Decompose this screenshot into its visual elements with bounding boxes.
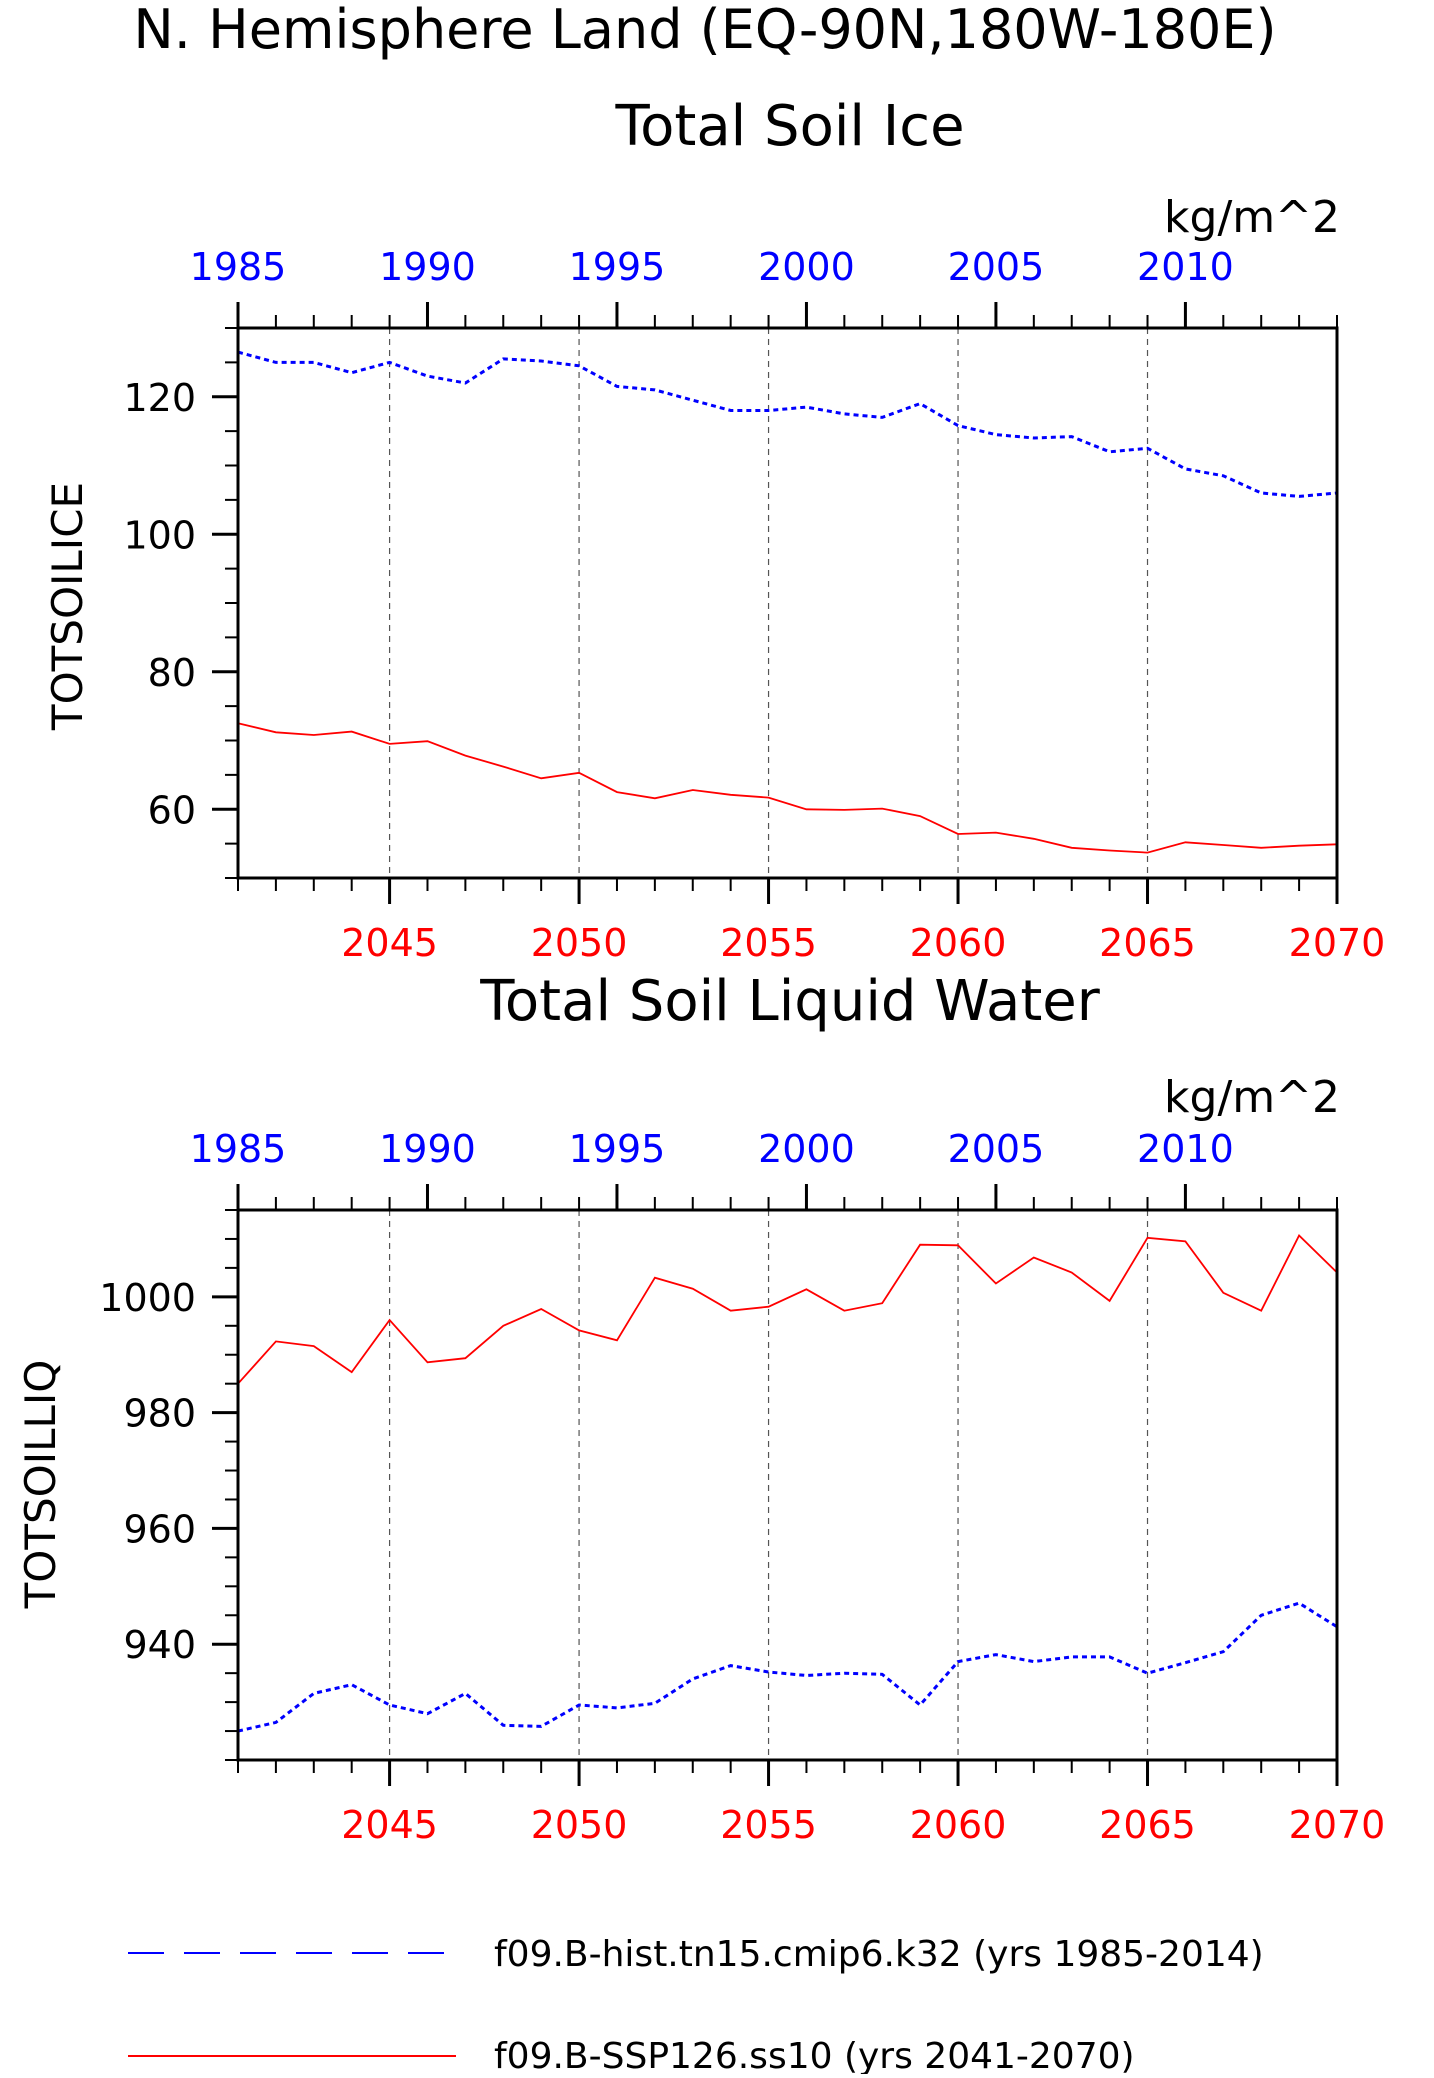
plot-area: 1985 1990 1995 2000 2005 2010 2045 2050 2055 2060…	[99, 1127, 1385, 1847]
y-tick-label: 960	[123, 1507, 196, 1551]
top-tick-label: 1985	[190, 1127, 287, 1171]
bottom-tick-label: 2065	[1099, 1803, 1196, 1847]
bottom-tick-label: 2050	[531, 921, 628, 965]
top-tick-label: 2000	[758, 1127, 855, 1171]
y-tick-label: 940	[123, 1623, 196, 1667]
y-tick-label: 60	[148, 788, 196, 832]
bottom-tick-label: 2045	[341, 1803, 438, 1847]
units-label: kg/m^2	[1164, 1072, 1340, 1123]
chart-title: Total Soil Ice	[614, 94, 964, 159]
bottom-tick-label: 2060	[910, 1803, 1007, 1847]
chart-title: Total Soil Liquid Water	[479, 969, 1101, 1034]
top-tick-label: 1995	[569, 245, 666, 289]
bottom-tick-label: 2055	[720, 921, 817, 965]
top-tick-label: 1990	[379, 245, 476, 289]
bottom-tick-label: 2065	[1099, 921, 1196, 965]
top-tick-label: 1985	[190, 245, 287, 289]
plot-area: 1985 1990 1995 2000 2005 2010 2045 2050 2055 2060…	[123, 245, 1385, 965]
top-tick-label: 2005	[948, 245, 1045, 289]
bottom-tick-label: 2070	[1289, 921, 1386, 965]
top-tick-label: 2010	[1137, 1127, 1234, 1171]
legend-label-hist: f09.B-hist.tn15.cmip6.k32 (yrs 1985-2014…	[494, 1934, 1264, 1975]
legend: f09.B-hist.tn15.cmip6.k32 (yrs 1985-2014…	[128, 1934, 1264, 2077]
units-label: kg/m^2	[1164, 192, 1340, 243]
y-tick-label: 120	[123, 376, 196, 420]
y-axis-label: TOTSOILICE	[43, 482, 92, 731]
chart-liquid: Total Soil Liquid Water kg/m^2 TOTSOILLI…	[16, 969, 1385, 1847]
top-tick-label: 2010	[1137, 245, 1234, 289]
legend-label-ssp: f09.B-SSP126.ss10 (yrs 2041-2070)	[494, 2036, 1135, 2074]
y-tick-label: 980	[123, 1392, 196, 1436]
legend-item-hist: f09.B-hist.tn15.cmip6.k32 (yrs 1985-2014…	[128, 1934, 1264, 1975]
top-tick-label: 1990	[379, 1127, 476, 1171]
bottom-tick-label: 2045	[341, 921, 438, 965]
chart-ice: Total Soil Ice kg/m^2 TOTSOILICE 1985 199…	[43, 94, 1385, 965]
bottom-tick-label: 2060	[910, 921, 1007, 965]
plot-frame	[236, 326, 1339, 880]
series-hist-line	[237, 350, 1338, 498]
figure-title: N. Hemisphere Land (EQ-90N,180W-180E)	[133, 0, 1276, 61]
bottom-tick-label: 2070	[1289, 1803, 1386, 1847]
series-ssp-line	[237, 722, 1338, 854]
bottom-tick-label: 2055	[720, 1803, 817, 1847]
series-ssp-line	[237, 1233, 1338, 1385]
series-hist-line	[237, 1601, 1338, 1733]
top-tick-label: 2000	[758, 245, 855, 289]
top-tick-label: 1995	[569, 1127, 666, 1171]
top-tick-label: 2005	[948, 1127, 1045, 1171]
y-tick-label: 1000	[99, 1276, 196, 1320]
plot-frame	[236, 1208, 1339, 1762]
y-axis-label: TOTSOILLIQ	[16, 1360, 65, 1610]
y-tick-label: 100	[123, 513, 196, 557]
legend-item-ssp: f09.B-SSP126.ss10 (yrs 2041-2070)	[128, 2036, 1135, 2077]
bottom-tick-label: 2050	[531, 1803, 628, 1847]
y-tick-label: 80	[148, 651, 196, 695]
